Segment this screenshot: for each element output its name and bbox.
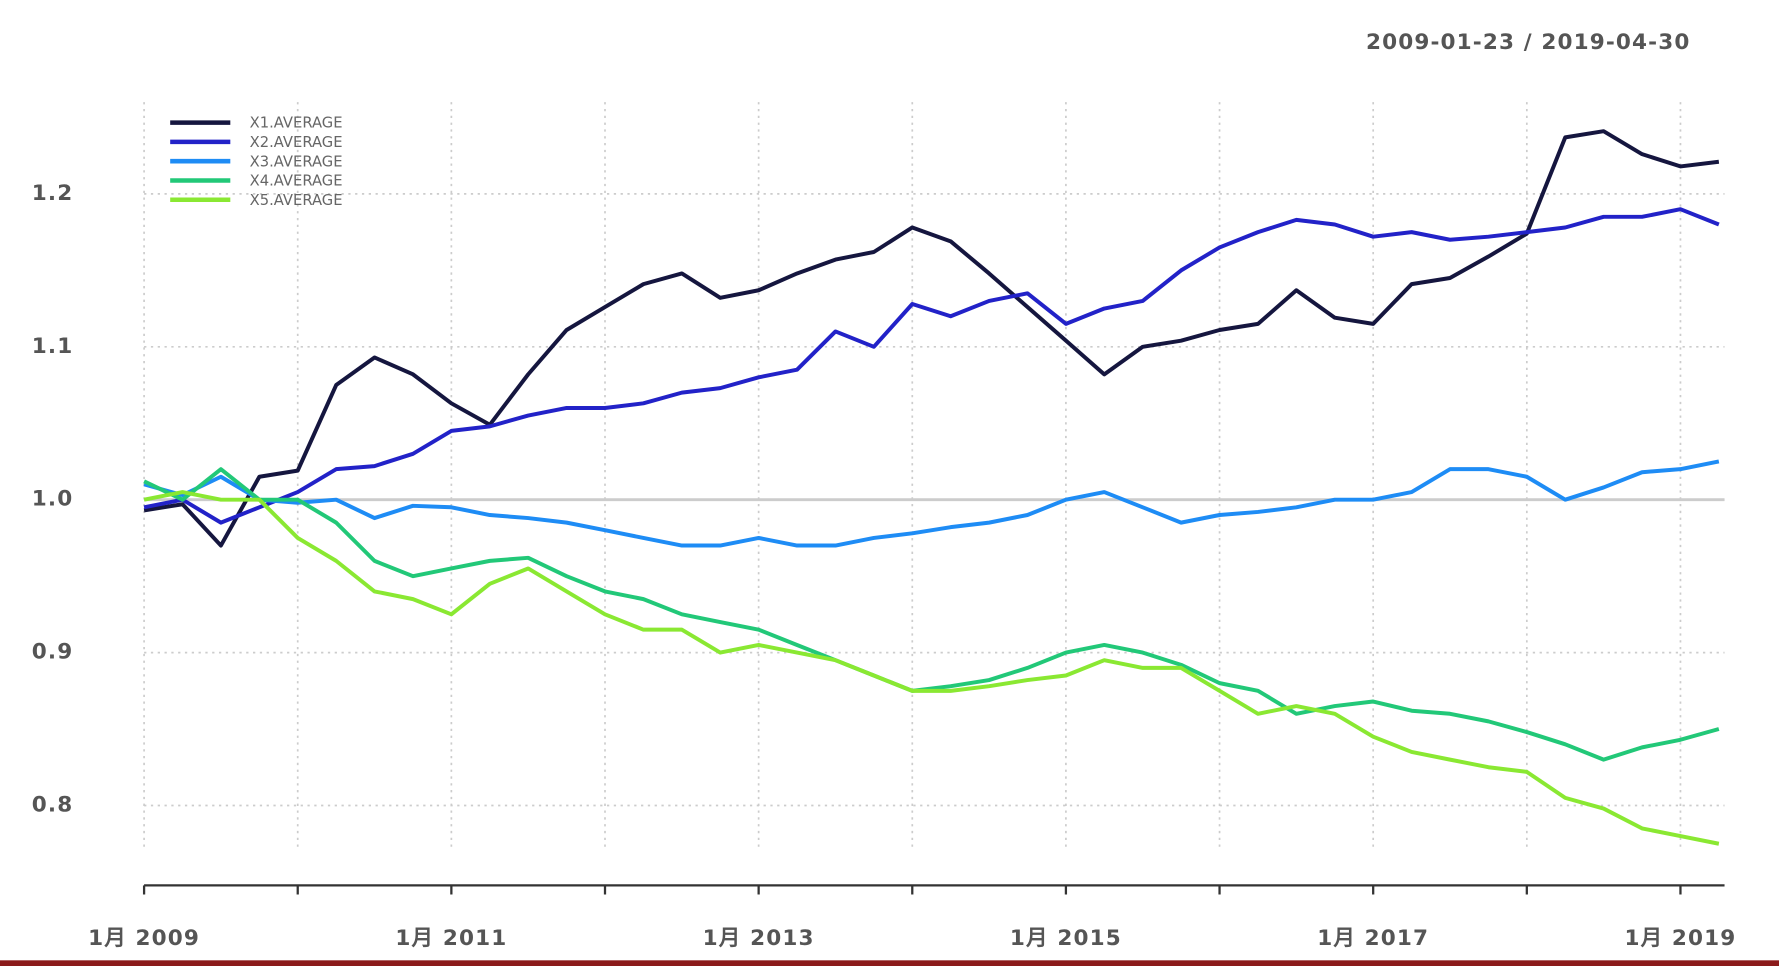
- y-tick-label: 1.2: [32, 181, 74, 206]
- legend-label: X2.AVERAGE: [250, 134, 343, 151]
- x-tick-label: 1月 2011: [395, 926, 507, 951]
- legend-label: X1.AVERAGE: [250, 115, 343, 132]
- legend-label: X4.AVERAGE: [250, 173, 343, 190]
- x-tick-label: 1月 2017: [1317, 926, 1429, 951]
- bottom-border: [0, 960, 1779, 966]
- data-line: [143, 459, 1720, 548]
- y-tick-label: 1.1: [32, 334, 74, 359]
- x-tick-label: 1月 2019: [1624, 926, 1736, 951]
- y-tick-label: 0.8: [32, 792, 74, 817]
- y-tick-label: 1.0: [32, 487, 74, 512]
- x-tick-label: 1月 2015: [1010, 926, 1122, 951]
- data-line: [143, 207, 1720, 525]
- legend-label: X3.AVERAGE: [250, 153, 343, 170]
- y-tick-label: 0.9: [32, 640, 74, 665]
- chart-title: 2009-01-23 / 2019-04-30: [1366, 30, 1691, 55]
- data-line: [143, 490, 1720, 846]
- data-line: [143, 129, 1720, 548]
- data-line: [143, 467, 1720, 762]
- x-tick-label: 1月 2009: [88, 926, 200, 951]
- legend-label: X5.AVERAGE: [250, 192, 343, 209]
- x-tick-label: 1月 2013: [703, 926, 815, 951]
